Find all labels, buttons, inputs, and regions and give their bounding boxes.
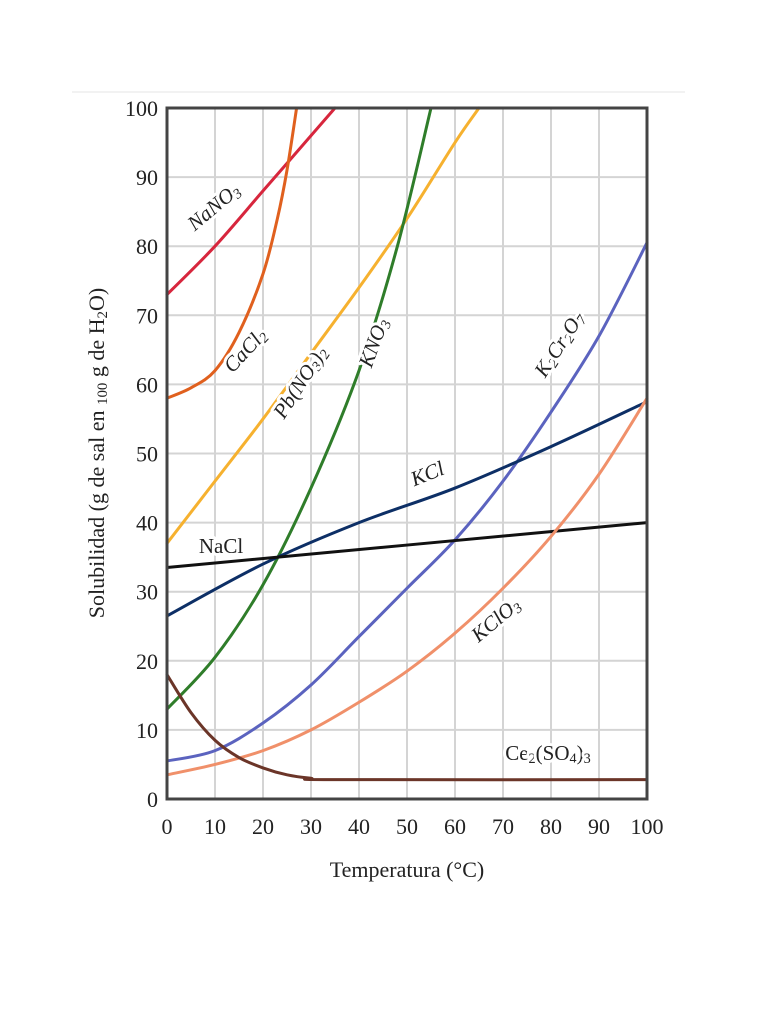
x-tick-label: 10 bbox=[204, 814, 226, 839]
x-tick-labels: 0 10 20 30 40 50 60 70 80 90 100 bbox=[162, 814, 664, 839]
x-tick-label: 0 bbox=[162, 814, 173, 839]
x-tick-label: 50 bbox=[396, 814, 418, 839]
series-label: K2Cr2O7 bbox=[529, 306, 592, 383]
series-line-nano3 bbox=[165, 106, 337, 297]
x-tick-label: 100 bbox=[631, 814, 664, 839]
series-line-kclo3 bbox=[165, 396, 649, 777]
series-label: KClO3 bbox=[466, 592, 527, 649]
series-line-pbno32 bbox=[165, 106, 481, 545]
x-tick-label: 90 bbox=[588, 814, 610, 839]
series-label: NaCl bbox=[199, 534, 243, 558]
y-tick-label: 40 bbox=[136, 511, 158, 536]
series-line-cacl2 bbox=[165, 106, 299, 400]
series-line-nacl bbox=[165, 521, 649, 570]
x-tick-label: 20 bbox=[252, 814, 274, 839]
y-tick-label: 60 bbox=[136, 372, 158, 397]
y-tick-label: 90 bbox=[136, 165, 158, 190]
y-axis-title: Solubilidad (g de sal en 100 g de H2O) bbox=[84, 288, 111, 619]
x-tick-label: 80 bbox=[540, 814, 562, 839]
series-line-kno3 bbox=[165, 106, 433, 711]
y-tick-label: 20 bbox=[136, 649, 158, 674]
curves bbox=[165, 106, 649, 782]
series-label: Ce2(SO4)3 bbox=[505, 741, 591, 767]
y-tick-label: 100 bbox=[125, 96, 158, 121]
y-tick-label: 80 bbox=[136, 234, 158, 259]
series-label: NaNO3 bbox=[182, 178, 246, 238]
series-label: CaCl2 bbox=[219, 323, 273, 378]
y-tick-label: 70 bbox=[136, 303, 158, 328]
series-label: KCl bbox=[406, 456, 447, 491]
x-tick-label: 60 bbox=[444, 814, 466, 839]
series-line-k2cr2o7 bbox=[165, 241, 649, 763]
x-tick-label: 30 bbox=[300, 814, 322, 839]
y-tick-label: 50 bbox=[136, 442, 158, 467]
x-tick-label: 40 bbox=[348, 814, 370, 839]
series-line-ce2so43 bbox=[165, 673, 649, 782]
x-axis-title: Temperatura (°C) bbox=[330, 857, 484, 882]
y-tick-label: 0 bbox=[147, 787, 158, 812]
plot-frame bbox=[165, 106, 649, 801]
y-tick-label: 30 bbox=[136, 580, 158, 605]
y-tick-labels: 0 10 20 30 40 50 60 70 80 90 100 bbox=[125, 96, 158, 812]
series-line-kcl bbox=[165, 400, 649, 618]
grid bbox=[167, 108, 647, 799]
series-label: Pb(NO3)2 bbox=[268, 342, 334, 425]
x-tick-label: 70 bbox=[492, 814, 514, 839]
y-tick-label: 10 bbox=[136, 718, 158, 743]
